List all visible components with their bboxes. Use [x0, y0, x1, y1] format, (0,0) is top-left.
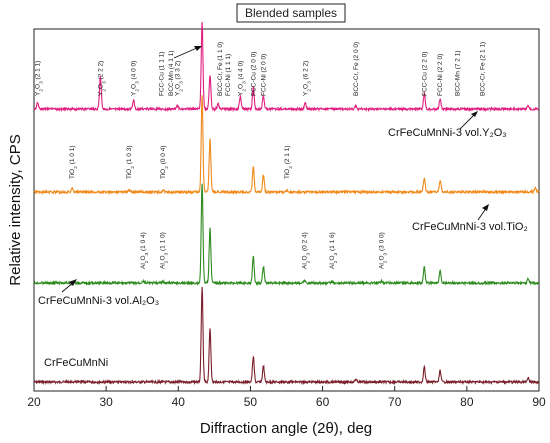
peak-label-2: Y2O3 (4 0 0)	[131, 61, 141, 96]
peak-label-5: BCC-Mn (4 1 1)	[168, 50, 175, 96]
series-label-base: CrFeCuMnNi	[44, 357, 108, 369]
y-axis-title: Relative intensity, CPS	[7, 134, 24, 285]
peak-label-13: FCC-Cu (2 2 0)	[421, 52, 428, 96]
chart-title: Blended samples	[245, 6, 337, 20]
x-tick-label-3: 50	[244, 395, 258, 409]
series-line-1	[33, 183, 540, 287]
series-layer	[33, 21, 540, 386]
peak-label-15: BCC-Mn (7 2 1)	[455, 50, 462, 96]
peak-label-4: FCC-Cu (1 1 1)	[159, 52, 166, 96]
peak-label-11: Y2O3 (6 2 2)	[302, 61, 312, 96]
peak-label-22: Al2O3 (1 1 0)	[159, 232, 169, 269]
peak-label-3: Y2O3 (3 3 2)	[175, 61, 185, 96]
x-tick-label-7: 90	[532, 395, 546, 409]
peak-label-17: TiO2 (1 0 1)	[69, 146, 79, 180]
peak-label-23: Al2O3 (0 2 4)	[302, 232, 312, 269]
x-tick-label-2: 40	[172, 395, 186, 409]
x-ticks: 20 30 40 50 60 70 80 90	[27, 386, 546, 409]
x-tick-label-0: 20	[27, 395, 41, 409]
peak-label-12: BCC-Cr, Fe (2 0 0)	[353, 42, 360, 96]
peak-label-16: BCC-Cr, Fe (2 1 1)	[480, 42, 487, 96]
peak-label-25: Al2O3 (3 0 0)	[379, 232, 389, 269]
peak-label-19: TiO2 (0 0 4)	[160, 146, 170, 180]
peak-label-20: TiO2 (2 1 1)	[284, 146, 294, 180]
peak-label-18: TiO2 (1 0 3)	[126, 146, 136, 180]
arrowhead-al2o3	[69, 279, 77, 286]
series-label-al2o3: CrFeCuMnNi-3 vol.Al₂O₃	[38, 295, 159, 307]
pointer-arrow-y2o3-peak	[173, 46, 200, 59]
title-box	[236, 3, 346, 23]
x-tick-label-4: 60	[316, 395, 330, 409]
x-tick-label-1: 30	[99, 395, 113, 409]
series-label-y2o3: CrFeCuMnNi-3 vol.Y₂O₃	[388, 127, 507, 139]
series-label-tio2: CrFeCuMnNi-3 vol.TiO₂	[412, 221, 528, 233]
x-tick-label-6: 80	[460, 395, 474, 409]
series-line-2	[33, 95, 540, 196]
peak-label-7: FCC-Ni (1 1 1)	[225, 54, 232, 96]
x-tick-label-5: 70	[388, 395, 402, 409]
arrowhead-y2o3	[471, 111, 478, 117]
peak-label-10: FCC-Ni (2 0 0)	[260, 54, 267, 96]
peak-label-21: Al2O3 (1 0 4)	[140, 232, 150, 269]
arrowhead-y2o3-peak	[194, 46, 202, 51]
arrowhead-tio2	[482, 204, 489, 211]
series-line-0	[33, 286, 540, 386]
peak-label-9: FCC-Cu (2 0 0)	[250, 52, 257, 96]
peak-label-14: FCC-Ni (2 2 0)	[437, 54, 444, 96]
peak-label-layer: Y2O3 (2 1 1) Y2O3 (2 2 2) Y2O3 (4 0 0) Y2O3…	[35, 42, 487, 269]
peak-label-6: BCC-Cr, Fe (1 1 0)	[217, 42, 224, 96]
peak-label-0: Y2O3 (2 1 1)	[35, 61, 45, 96]
x-axis-title: Diffraction angle (2θ), deg	[200, 420, 372, 437]
peak-label-8: Y2O3 (4 4 0)	[237, 61, 247, 96]
plot-area	[33, 28, 540, 392]
series-line-3	[33, 21, 540, 113]
peak-label-24: Al2O3 (1 1 6)	[329, 232, 339, 269]
peak-label-1: Y2O3 (2 2 2)	[97, 61, 107, 96]
